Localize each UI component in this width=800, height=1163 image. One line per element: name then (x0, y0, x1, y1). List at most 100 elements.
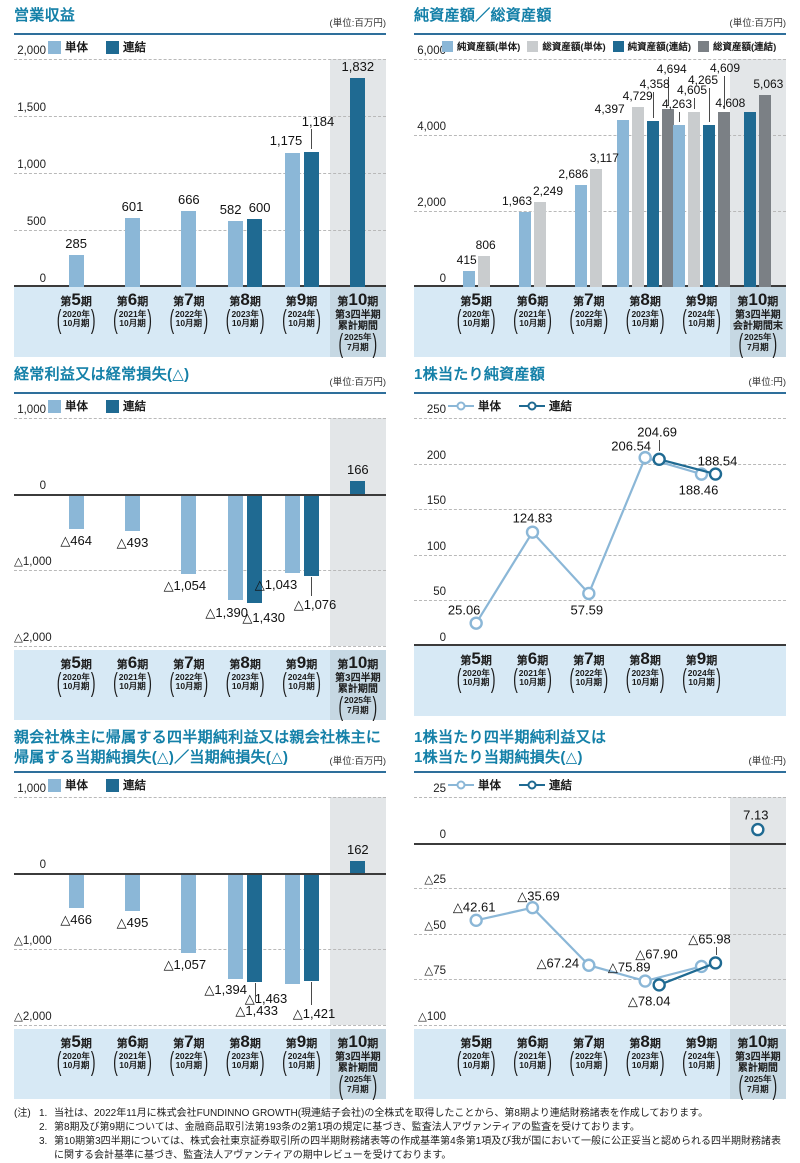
chart-title: 1株当たり純資産額 (414, 365, 786, 385)
sub-line: 2023年 (231, 1050, 259, 1061)
y-tick-label: △50 (424, 919, 446, 932)
category-sub-lines: 2020年 10月期 (62, 1050, 90, 1072)
data-label: △493 (116, 535, 149, 551)
legend-swatch-icon (612, 40, 624, 52)
paren-close: ) (203, 667, 209, 698)
bar (303, 494, 319, 576)
data-label: 2,686 (558, 166, 589, 181)
leader-line (311, 129, 312, 150)
category-period: 第6期 (116, 1032, 149, 1051)
y-tick-label: 2,000 (17, 45, 46, 57)
data-point-marker (652, 452, 666, 467)
data-label: △466 (60, 912, 92, 928)
category-label: 第9期(2024年 10月期) (681, 649, 722, 693)
sub-line: 2020年 (62, 671, 90, 682)
paren-open: ( (169, 304, 175, 335)
sub-line: 10月期 (688, 1060, 715, 1071)
bar (575, 184, 588, 287)
paren-close: ) (259, 667, 265, 698)
data-label: △67.90 (635, 946, 678, 962)
data-label: △1,421 (292, 1005, 336, 1021)
note-number: 3. (39, 1136, 48, 1147)
y-tick-label: 0 (39, 859, 46, 871)
x-axis-band: 第5期(2020年 10月期) 第6期(2021年 10月期) 第7期(2022年 10月… (414, 1029, 786, 1101)
category-period: 第5期 (460, 649, 492, 668)
plot: 0 2,000 4,000 6,000 415 806 1,963 2,249 2,686 3,1… (414, 45, 786, 287)
paren-close: ) (547, 1046, 552, 1077)
y-tick-label: 2,000 (417, 197, 446, 209)
category-label: 第7期(2022年 10月期) (568, 649, 609, 693)
gridline (14, 570, 386, 571)
legend-label: 単体 (478, 401, 501, 413)
gridline (414, 797, 786, 798)
sub-line: 2022年 (175, 671, 203, 682)
legend-item: 総資産額(連結) (697, 39, 776, 53)
unit-label: (単位:百万円) (329, 18, 386, 29)
sub-line: 10月期 (575, 1060, 603, 1071)
sub-line: 2020年 (62, 1050, 90, 1061)
category-sub: (2023年 10月期) (225, 304, 266, 334)
category-sub: (2025年 7月期) (335, 691, 381, 721)
data-label: 4,265 (687, 72, 719, 87)
sub-line: 10月期 (575, 318, 603, 329)
paren-open: ( (738, 1069, 744, 1101)
y-tick-label: 1,000 (17, 783, 46, 795)
gridline (14, 230, 386, 231)
category-period: 第7期 (173, 1032, 205, 1051)
bar (477, 256, 490, 287)
category-sub-lines: 2023年 10月期 (631, 309, 658, 330)
legend-line-icon (519, 780, 545, 790)
data-label: △78.04 (627, 993, 671, 1009)
data-label: 4,609 (709, 60, 741, 75)
category-period: 第9期 (285, 290, 318, 309)
category-label: 第5期(2020年 10月期) (456, 290, 497, 334)
sub-line: 2024年 (687, 1050, 716, 1061)
x-axis-band: 第5期(2020年 10月期) 第6期(2021年 10月期) 第7期(2022年 10月… (414, 287, 786, 358)
period-number: 5 (71, 653, 81, 672)
category-period: 第9期 (285, 1032, 318, 1051)
leader-line (311, 981, 312, 1005)
sub-line: 10月期 (231, 318, 259, 329)
sub-line: 10月期 (519, 1060, 546, 1071)
sub-line: 2025年 (344, 332, 372, 343)
paren-open: ( (569, 1046, 575, 1077)
paren-close: ) (90, 1046, 96, 1077)
category-sub: (2024年 10月期) (681, 304, 722, 334)
legend-item: 単体 (448, 777, 501, 793)
bar (125, 494, 140, 532)
gridline (414, 463, 786, 465)
sub-line: 2021年 (118, 1050, 147, 1061)
category-label: 第8期(2023年 10月期) (225, 1032, 266, 1076)
gridline (14, 418, 386, 419)
gridline (414, 554, 786, 556)
chart-header: 1株当たり純資産額 (単位:円) (414, 365, 786, 389)
paren-close: ) (316, 304, 321, 335)
paren-close: ) (259, 304, 265, 335)
paren-close: ) (603, 304, 609, 335)
leader-line (724, 75, 725, 109)
sub-line: 10月期 (519, 318, 546, 329)
category-sub-lines: 2022年 10月期 (575, 309, 603, 330)
data-label: △75.89 (607, 959, 651, 975)
sub-line: 10月期 (119, 681, 146, 692)
category-sub: (2022年 10月期) (568, 1046, 609, 1076)
category-extra-line: 累計期間 (337, 321, 378, 333)
bar (673, 125, 685, 287)
category-sub-lines: 2020年 10月期 (462, 668, 489, 689)
category-label: 第8期(2023年 10月期) (625, 649, 666, 693)
category-sub: (2021年 10月期) (512, 304, 553, 334)
bar (247, 494, 263, 603)
legend-item: 単体 (48, 777, 88, 793)
data-label: 188.46 (678, 482, 719, 498)
sub-line: 10月期 (231, 681, 259, 692)
paren-open: ( (56, 667, 62, 698)
data-point-marker (469, 616, 483, 630)
sub-line: 2022年 (175, 308, 203, 319)
data-label: 57.59 (570, 602, 604, 618)
period-number: 9 (296, 290, 307, 309)
category-period: 第9期 (685, 1032, 718, 1051)
category-period: 第10期 (737, 290, 779, 309)
unit-label: (単位:百万円) (329, 377, 386, 388)
data-label: 415 (456, 253, 477, 268)
sub-line: 7月期 (346, 341, 369, 352)
